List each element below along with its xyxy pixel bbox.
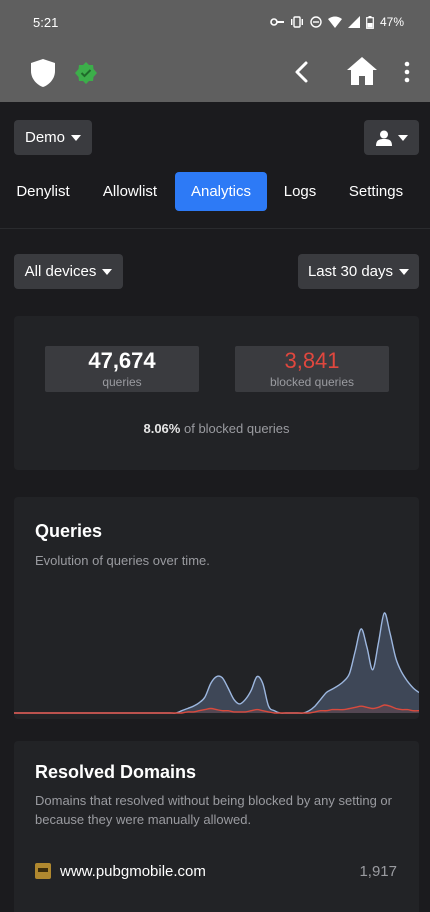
signal-icon [347, 16, 360, 28]
tabs-divider [0, 228, 430, 229]
chevron-down-icon [397, 134, 408, 141]
queries-chart [14, 612, 419, 714]
devices-filter-dropdown[interactable]: All devices [14, 254, 123, 289]
favicon-icon [35, 863, 51, 879]
resolved-card-subtitle: Domains that resolved without being bloc… [35, 793, 392, 827]
blocked-percent-value: 8.06% [143, 421, 181, 436]
tab-logs[interactable]: Logs [283, 183, 317, 200]
status-icons: 47% [270, 15, 404, 29]
verified-badge-icon [75, 62, 97, 84]
vpn-key-icon [270, 18, 284, 26]
queries-card: Queries Evolution of queries over time. [14, 497, 419, 719]
resolved-card-title: Resolved Domains [35, 762, 197, 782]
summary-card: 47,674 queries 3,841 blocked queries 8.0… [14, 316, 419, 470]
queries-label: queries [102, 375, 142, 389]
tab-denylist[interactable]: Denylist [16, 183, 70, 200]
battery-icon [366, 15, 374, 29]
date-range-dropdown[interactable]: Last 30 days [298, 254, 419, 289]
profile-label: Demo [24, 129, 65, 146]
blocked-count: 3,841 [284, 348, 340, 373]
tab-bar: Denylist Allowlist Analytics Logs Settin… [0, 172, 430, 212]
blocked-stat: 3,841 blocked queries [235, 346, 389, 392]
queries-card-title: Queries [35, 521, 103, 541]
profile-dropdown[interactable]: Demo [14, 120, 92, 155]
tab-analytics[interactable]: Analytics [175, 172, 267, 211]
list-item[interactable]: www.pubgmobile.com 1,917 [35, 859, 397, 883]
series-area-blocked [14, 704, 419, 714]
shield-icon [31, 59, 55, 87]
user-icon [375, 130, 392, 146]
back-arrow-icon[interactable] [292, 60, 312, 84]
date-range-label: Last 30 days [307, 263, 394, 280]
status-bar: 5:21 47% [0, 0, 430, 44]
devices-filter-label: All devices [24, 263, 97, 280]
app-bar [0, 44, 430, 102]
queries-stat: 47,674 queries [45, 346, 199, 392]
status-time: 5:21 [33, 14, 59, 30]
tab-allowlist[interactable]: Allowlist [102, 183, 158, 200]
series-line-blocked [14, 704, 419, 714]
domain-name: www.pubgmobile.com [60, 862, 206, 880]
wifi-icon [327, 16, 342, 28]
blocked-percent-label: of blocked queries [183, 421, 290, 436]
queries-card-subtitle: Evolution of queries over time. [35, 553, 210, 568]
queries-count: 47,674 [88, 348, 156, 373]
chevron-down-icon [71, 134, 81, 141]
blocked-percent: 8.06% of blocked queries [14, 421, 419, 436]
battery-percent: 47% [379, 15, 404, 29]
domain-count: 1,917 [359, 862, 397, 880]
vibrate-icon [290, 16, 303, 28]
home-icon[interactable] [346, 56, 378, 86]
chevron-down-icon [399, 268, 410, 275]
tab-settings[interactable]: Settings [348, 183, 404, 200]
blocked-label: blocked queries [269, 375, 355, 389]
account-menu-button[interactable] [364, 120, 419, 155]
resolved-domains-card: Resolved Domains Domains that resolved w… [14, 741, 419, 912]
chevron-down-icon [102, 268, 113, 275]
series-area-queries [14, 612, 419, 714]
more-vert-icon[interactable] [404, 61, 410, 83]
do-not-disturb-icon [310, 16, 322, 28]
